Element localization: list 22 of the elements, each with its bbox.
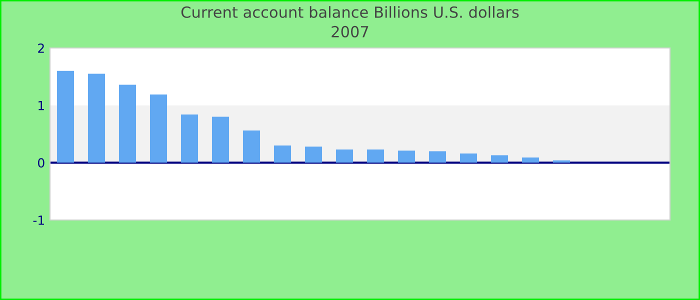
bar bbox=[304, 146, 322, 163]
bar bbox=[522, 158, 540, 163]
chart-title: Current account balance Billions U.S. dollars bbox=[181, 6, 519, 18]
bar bbox=[88, 74, 106, 163]
bar bbox=[428, 151, 446, 163]
bar bbox=[150, 94, 168, 163]
y-tick-label: 2 bbox=[38, 43, 44, 53]
bar bbox=[180, 114, 198, 163]
y-tick-label: 0 bbox=[38, 158, 44, 168]
bar bbox=[490, 155, 508, 163]
bar bbox=[118, 84, 136, 163]
bar bbox=[242, 130, 260, 163]
bar bbox=[398, 150, 416, 163]
bar bbox=[366, 149, 384, 163]
bar bbox=[274, 145, 292, 163]
bar bbox=[336, 149, 354, 163]
y-tick-label: -1 bbox=[33, 216, 44, 225]
y-tick-label: 1 bbox=[38, 100, 44, 110]
bar bbox=[212, 116, 230, 163]
chart-subtitle: 2007 bbox=[332, 26, 368, 38]
bar bbox=[460, 153, 478, 163]
bar bbox=[56, 70, 74, 163]
